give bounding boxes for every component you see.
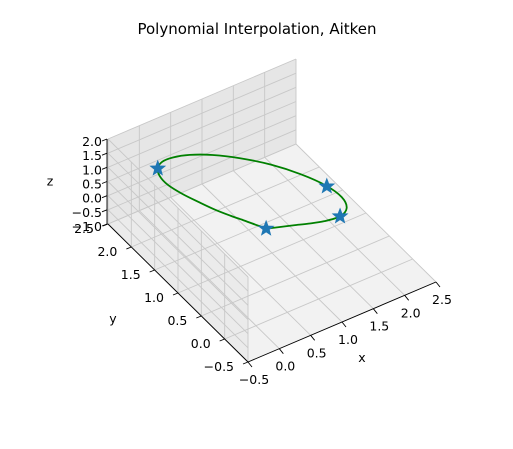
y-tick-label: 2.5 (74, 221, 94, 236)
grid-floor-y (224, 258, 413, 340)
z-tick-mark (101, 138, 108, 142)
y-tick-label: 0.0 (191, 336, 211, 351)
y-tick-label: 0.5 (167, 313, 187, 328)
interpolation-curve (156, 153, 348, 230)
axis-labels: x y z (47, 174, 366, 366)
grid-wall-z (107, 181, 249, 320)
x-tick-label: 1.5 (369, 319, 389, 334)
y-tick-mark (242, 361, 249, 365)
y-tick-mark (149, 269, 155, 273)
data-point-star (318, 177, 336, 194)
grid-side-z (107, 86, 297, 168)
grid-wall-z (107, 138, 249, 278)
grid-side-z (107, 72, 297, 154)
grid-floor-y (177, 212, 367, 294)
grid-wall-z (107, 195, 249, 334)
z-tick-label: 1.5 (82, 148, 102, 163)
x-tick-mark (404, 295, 410, 301)
grid-floor-y (201, 235, 390, 317)
z-tick-label: 1.0 (82, 162, 102, 177)
x-tick-label: 0.0 (275, 359, 295, 374)
y-axis-label: y (109, 311, 117, 326)
x-tick-label: 2.0 (401, 305, 421, 320)
x-tick-mark (310, 335, 316, 341)
x-tick-mark (341, 321, 347, 328)
x-tick-label: −0.5 (239, 372, 269, 387)
x-tick-mark (372, 308, 378, 314)
z-tick-label: 0.0 (82, 191, 102, 206)
z-tick-label: −1.0 (72, 219, 102, 234)
x-tick-label: 1.0 (338, 332, 358, 347)
y-tick-mark (219, 338, 225, 342)
grid-floor-y (131, 166, 320, 248)
grid-side-z (107, 115, 297, 197)
grid-floor-y (154, 189, 343, 271)
z-tick-mark (101, 181, 108, 184)
z-tick-mark (101, 166, 108, 170)
y-tick-label: −0.5 (204, 359, 234, 374)
y-tick-label: 1.0 (144, 290, 164, 305)
axes-panes (108, 59, 436, 362)
z-tick-mark (101, 195, 108, 199)
axes-gridlines (107, 58, 437, 363)
x-tick-mark (435, 281, 441, 288)
z-tick-label: −0.5 (72, 205, 102, 220)
data-point-star (149, 159, 167, 176)
z-axis-label: z (47, 174, 54, 189)
grid-wall-z (107, 167, 249, 306)
z-tick-mark (101, 152, 108, 156)
y-tick-label: 2.0 (97, 244, 117, 259)
z-tick-mark (101, 209, 108, 213)
z-tick-label: 0.5 (82, 177, 102, 192)
chart-title: Polynomial Interpolation, Aitken (137, 20, 376, 38)
z-tick-label: 2.0 (82, 134, 102, 149)
y-tick-label: 1.5 (121, 267, 141, 282)
y-tick-mark (126, 246, 132, 250)
y-tick-mark (196, 315, 202, 319)
y-tick-mark (172, 292, 179, 296)
x-tick-label: 0.5 (307, 345, 327, 360)
grid-wall-z (107, 209, 249, 349)
grid-side-z (107, 143, 297, 225)
z-tick-mark (101, 223, 108, 227)
grid-wall-z (107, 152, 249, 292)
x-tick-label: 2.5 (432, 292, 452, 307)
data-point-star (257, 219, 275, 236)
x-tick-mark (278, 348, 284, 354)
grid-side-z (107, 101, 297, 182)
x-axis-label: x (358, 350, 365, 365)
x-tick-mark (247, 361, 253, 368)
series-layer (149, 153, 349, 236)
tick-labels: −0.50.00.51.01.52.02.5−0.50.00.51.01.52.… (72, 134, 452, 387)
grid-side-z (107, 58, 297, 140)
grid-side-z (107, 129, 297, 211)
data-point-star (331, 207, 349, 224)
